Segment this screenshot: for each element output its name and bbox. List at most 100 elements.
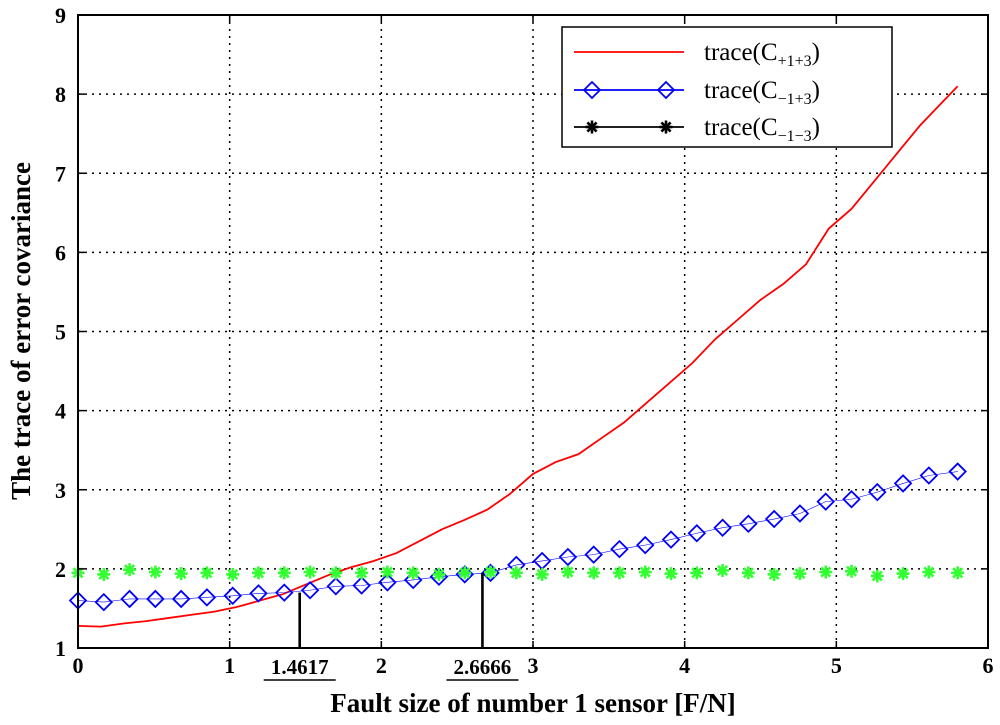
data-point-star	[845, 564, 858, 578]
series-line-c-plus1-plus3	[77, 85, 959, 628]
data-point-diamond	[816, 492, 835, 511]
data-point-star	[148, 565, 162, 579]
star-stroke	[613, 567, 625, 579]
star-stroke	[278, 567, 290, 579]
legend-label: trace(C−1−3)	[704, 114, 820, 145]
annotation-label: 2.6666	[454, 655, 512, 679]
y-tick-label: 5	[55, 320, 66, 345]
legend-label: trace(C−1+3)	[704, 77, 820, 108]
data-point-star	[484, 565, 498, 579]
x-tick-label: 4	[679, 653, 690, 678]
data-point-star	[535, 567, 549, 581]
star-stroke	[252, 567, 265, 579]
star-stroke	[691, 567, 703, 579]
data-point-diamond	[842, 489, 861, 509]
star-stroke	[952, 567, 964, 579]
star-stroke	[660, 121, 672, 133]
star-stroke	[201, 567, 213, 579]
star-stroke	[588, 567, 600, 579]
data-point-star	[406, 566, 420, 580]
star-stroke	[510, 567, 522, 579]
star-stroke	[98, 568, 110, 580]
star-stroke	[433, 568, 445, 580]
legend-label-close: )	[812, 114, 820, 141]
x-axis-label: Fault size of number 1 sensor [F/N]	[330, 688, 735, 718]
star-stroke	[820, 566, 832, 578]
star-stroke	[845, 565, 858, 577]
y-axis-label: The trace of error covariance	[6, 162, 36, 500]
data-point-star	[612, 566, 626, 580]
x-tick-label: 0	[73, 653, 84, 678]
legend-label-subscript: +1+3	[778, 53, 812, 70]
star-stroke	[586, 121, 598, 133]
data-point-diamond	[687, 523, 707, 543]
data-point-diamond	[146, 589, 165, 609]
star-stroke	[149, 566, 161, 578]
legend-marker-diamond	[656, 80, 676, 100]
star-stroke	[897, 568, 909, 580]
x-tick-label: 2	[376, 653, 387, 678]
data-point-diamond	[403, 570, 423, 590]
data-point-star	[896, 567, 910, 581]
legend-label-base: trace(C	[704, 77, 778, 104]
legend-label-base: trace(C	[704, 114, 778, 141]
data-point-diamond	[352, 576, 371, 595]
data-point-diamond	[378, 573, 397, 592]
y-tick-label: 2	[55, 557, 66, 582]
data-point-diamond	[919, 466, 939, 485]
data-point-diamond	[948, 462, 967, 481]
y-tick-label: 3	[55, 478, 66, 503]
data-point-star	[741, 566, 755, 580]
legend-label-close: )	[812, 39, 820, 66]
data-point-star	[951, 566, 965, 580]
star-stroke	[407, 567, 419, 579]
star-stroke	[536, 568, 548, 580]
data-point-diamond	[94, 592, 114, 612]
star-stroke	[742, 567, 754, 579]
star-stroke	[665, 568, 677, 580]
x-tick-label: 6	[983, 653, 994, 678]
data-point-diamond	[481, 563, 500, 583]
data-point-diamond	[713, 518, 732, 538]
legend-label-subscript: −1+3	[778, 91, 812, 108]
star-stroke	[923, 566, 935, 578]
data-point-diamond	[171, 589, 191, 609]
data-point-star	[97, 567, 111, 581]
series-layer	[68, 85, 967, 628]
data-point-diamond	[120, 589, 139, 609]
data-point-star	[123, 563, 137, 577]
star-stroke	[794, 568, 806, 580]
data-point-diamond	[584, 545, 603, 564]
data-point-star	[303, 565, 317, 579]
annotations: 1.4617 2.6666	[263, 572, 519, 681]
data-point-diamond	[893, 474, 913, 493]
data-point-star	[329, 566, 343, 580]
data-point-diamond	[635, 535, 655, 555]
legend-label: trace(C+1+3)	[704, 39, 820, 70]
x-tick-label: 1	[224, 653, 235, 678]
y-tick-label: 4	[55, 399, 66, 424]
star-stroke	[639, 566, 651, 578]
star-stroke	[124, 564, 136, 576]
star-stroke	[485, 566, 497, 578]
annotation-label: 1.4617	[271, 655, 329, 679]
y-tick-label: 9	[55, 3, 66, 28]
data-point-star	[561, 565, 575, 579]
data-point-star	[432, 567, 446, 581]
star-stroke	[356, 567, 368, 579]
data-point-star	[664, 567, 678, 581]
data-point-diamond	[764, 509, 784, 529]
star-stroke	[175, 568, 187, 580]
y-tick-label: 1	[55, 636, 66, 661]
data-point-star	[251, 566, 265, 580]
data-point-star	[587, 566, 601, 580]
data-point-star	[638, 565, 652, 579]
data-point-diamond	[274, 583, 294, 602]
data-point-star	[277, 566, 291, 580]
star-stroke	[459, 567, 471, 579]
data-point-diamond	[300, 580, 320, 600]
legend: trace(C+1+3)trace(C−1+3)trace(C−1−3)	[561, 26, 893, 148]
star-stroke	[381, 566, 393, 578]
